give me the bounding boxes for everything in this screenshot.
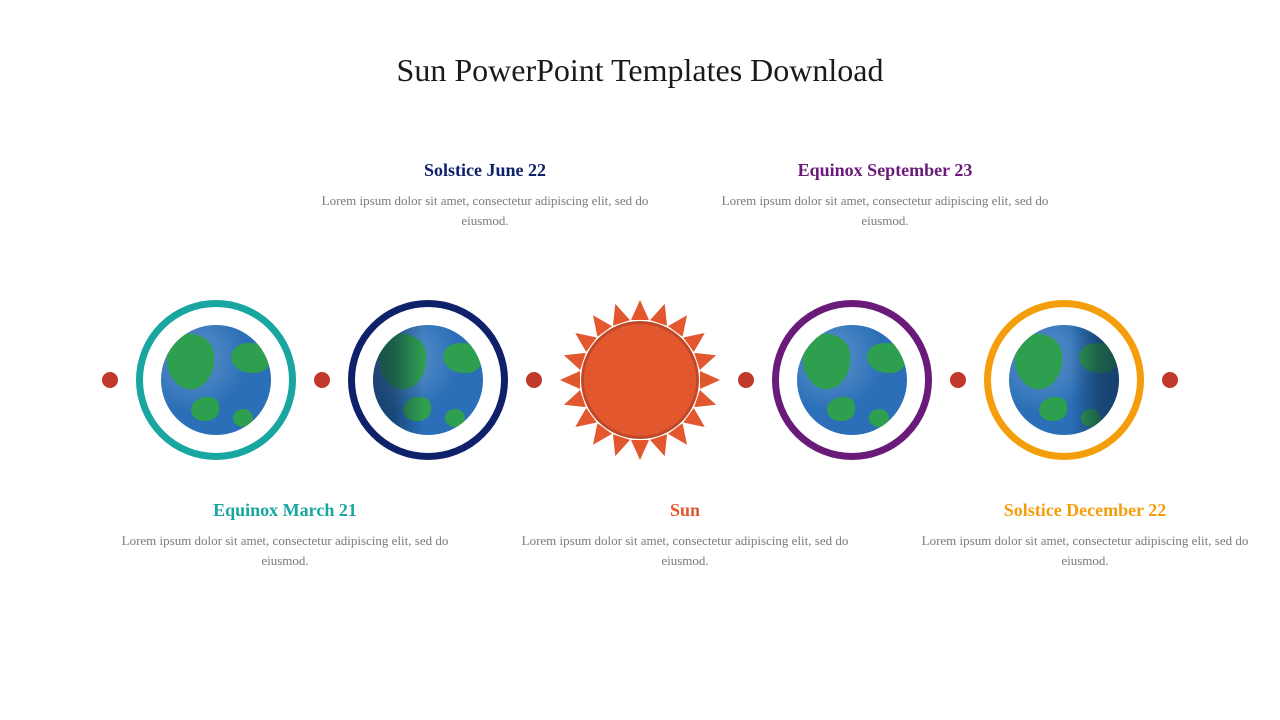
timeline-dot: [526, 372, 542, 388]
card-body: Lorem ipsum dolor sit amet, consectetur …: [920, 531, 1250, 570]
info-card: Solstice December 22 Lorem ipsum dolor si…: [920, 500, 1250, 570]
info-card: Sun Lorem ipsum dolor sit amet, consectet…: [520, 500, 850, 570]
card-title: Equinox March 21: [120, 500, 450, 521]
timeline-dot: [102, 372, 118, 388]
timeline-dot: [314, 372, 330, 388]
timeline-dot: [950, 372, 966, 388]
card-title: Sun: [520, 500, 850, 521]
earth-icon: [1009, 325, 1119, 435]
globe-node: [772, 300, 932, 460]
timeline: [0, 300, 1280, 460]
page-title: Sun PowerPoint Templates Download: [0, 52, 1280, 89]
card-body: Lorem ipsum dolor sit amet, consectetur …: [320, 191, 650, 230]
timeline-dot: [1162, 372, 1178, 388]
globe-node: [348, 300, 508, 460]
timeline-dot: [738, 372, 754, 388]
card-title: Solstice June 22: [320, 160, 650, 181]
card-title: Equinox September 23: [720, 160, 1050, 181]
globe-node: [136, 300, 296, 460]
card-body: Lorem ipsum dolor sit amet, consectetur …: [720, 191, 1050, 230]
card-body: Lorem ipsum dolor sit amet, consectetur …: [120, 531, 450, 570]
earth-icon: [373, 325, 483, 435]
globe-node: [984, 300, 1144, 460]
info-card: Solstice June 22 Lorem ipsum dolor sit am…: [320, 160, 650, 230]
earth-icon: [797, 325, 907, 435]
card-body: Lorem ipsum dolor sit amet, consectetur …: [520, 531, 850, 570]
sun-icon: [560, 300, 720, 460]
card-title: Solstice December 22: [920, 500, 1250, 521]
info-card: Equinox September 23 Lorem ipsum dolor si…: [720, 160, 1050, 230]
info-card: Equinox March 21 Lorem ipsum dolor sit am…: [120, 500, 450, 570]
earth-icon: [161, 325, 271, 435]
